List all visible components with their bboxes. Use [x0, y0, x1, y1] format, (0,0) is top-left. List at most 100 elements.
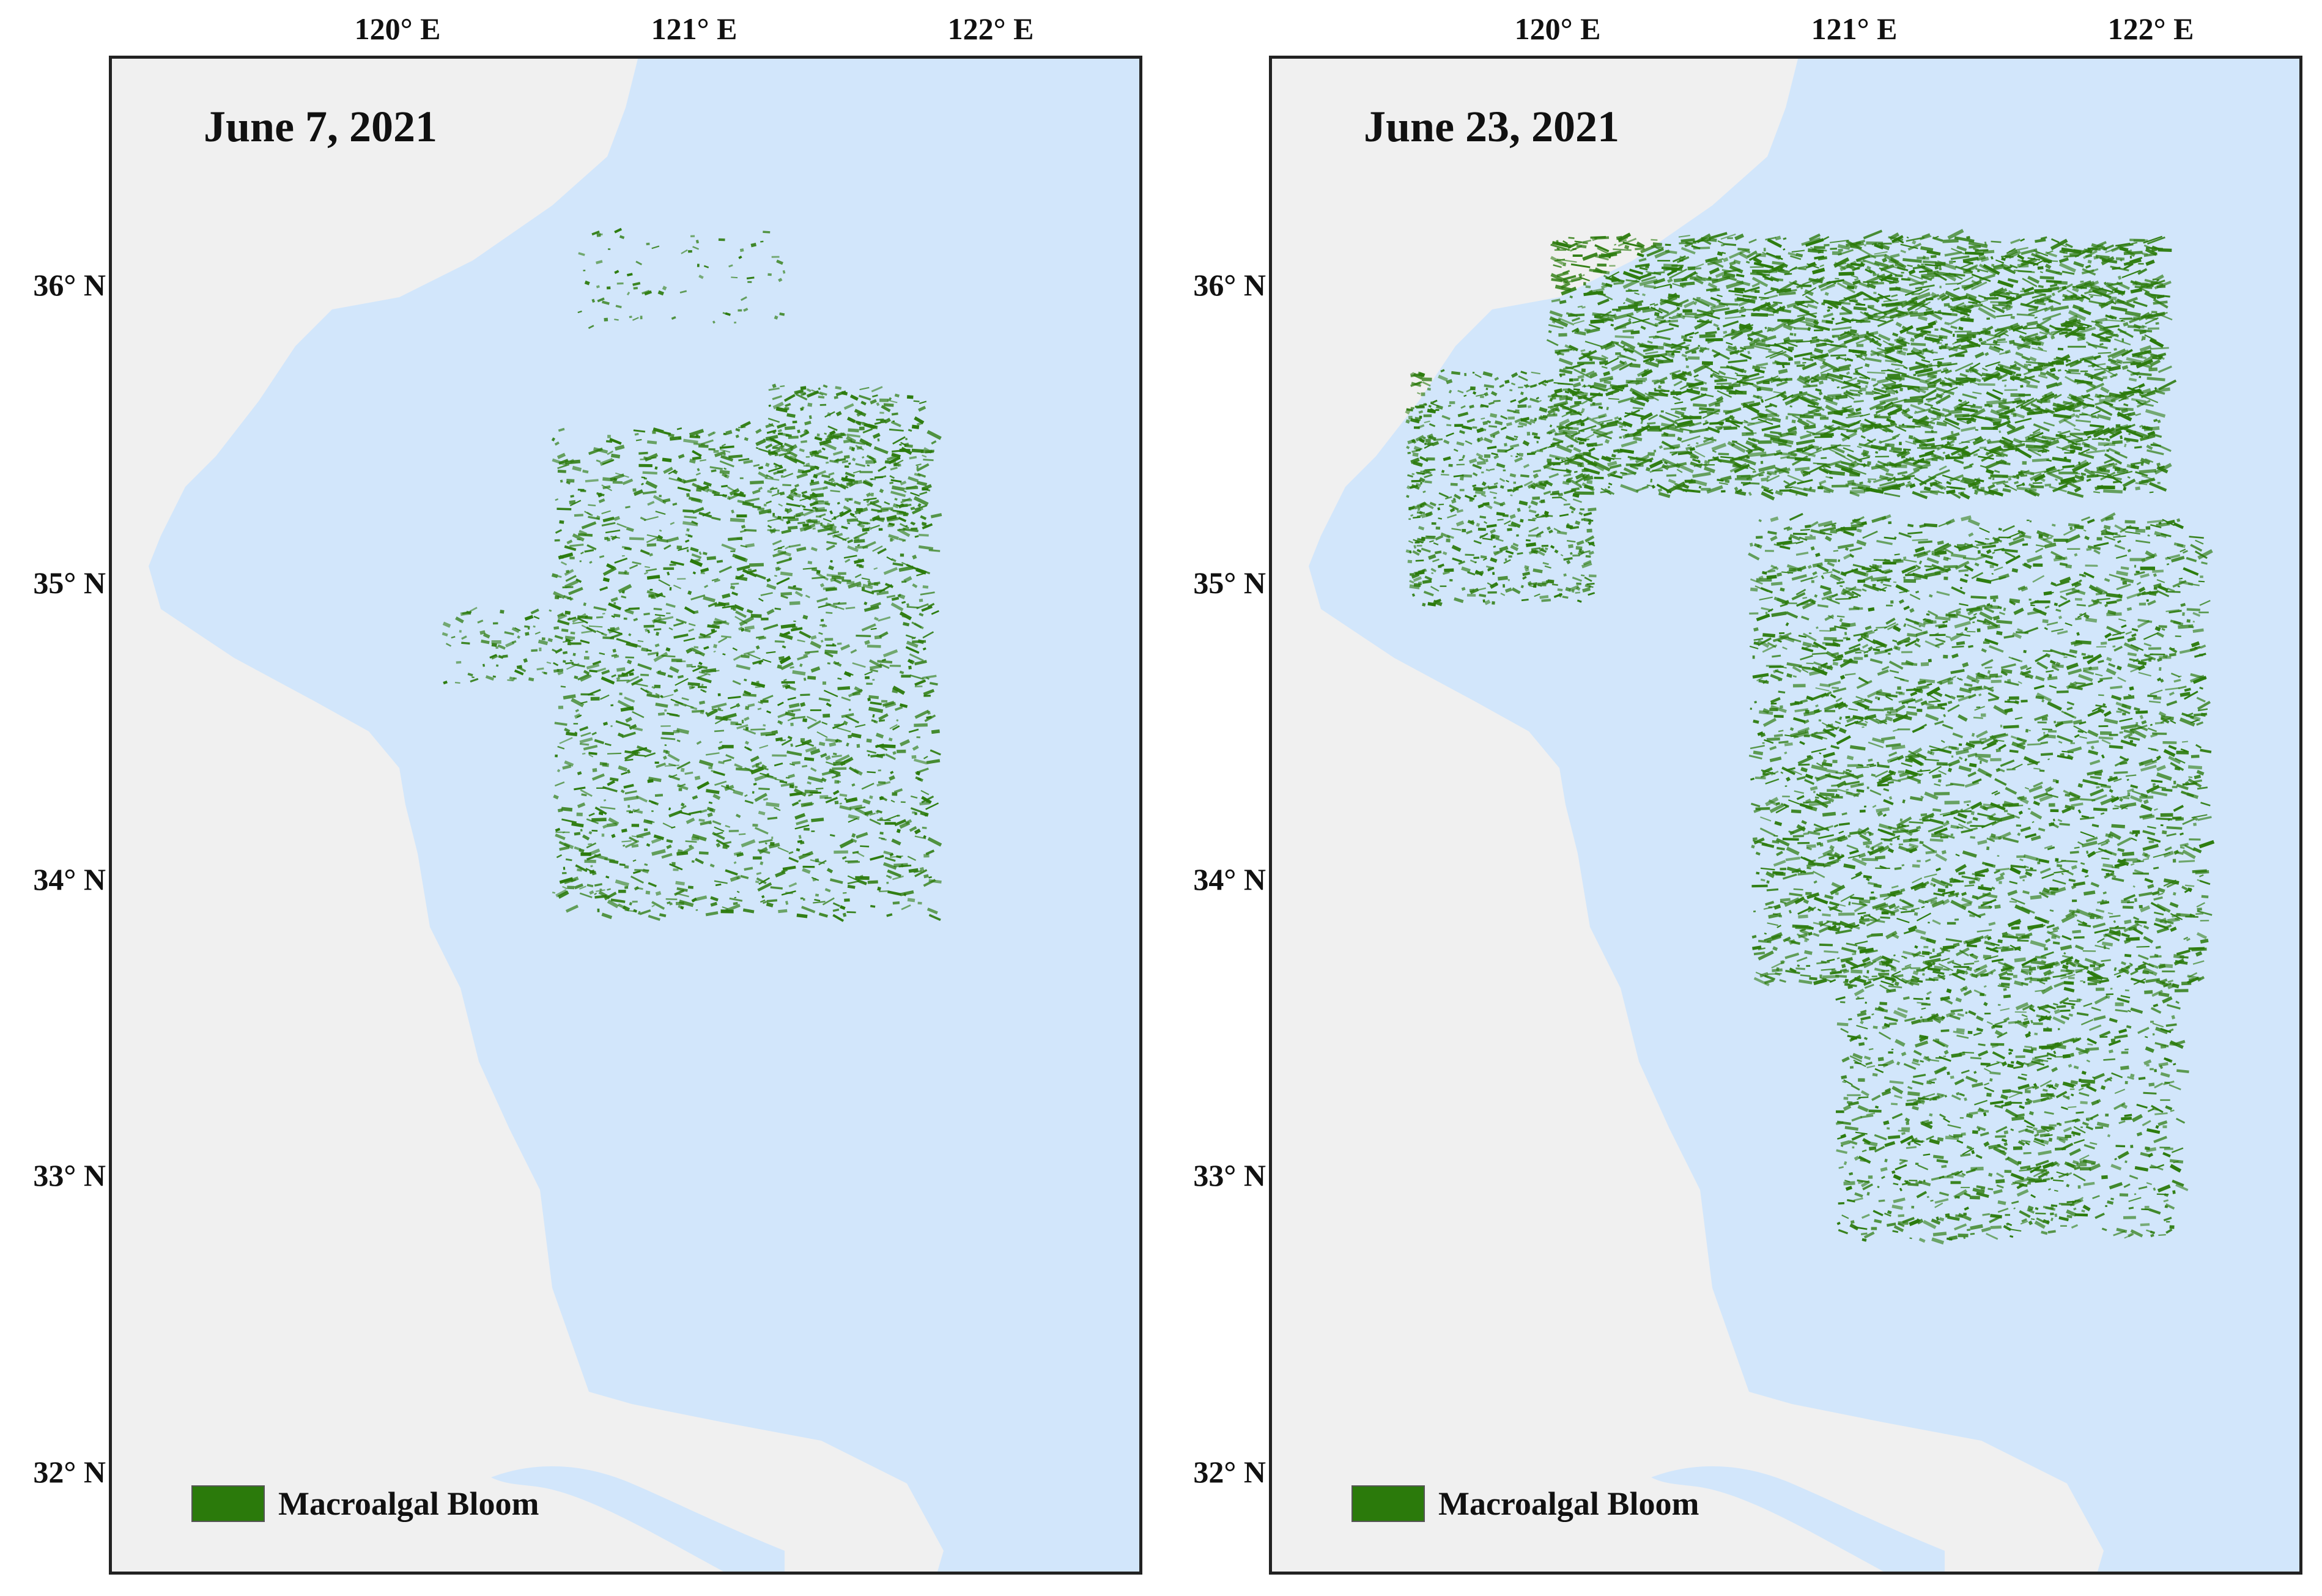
bloom-patch — [1654, 303, 1658, 306]
panel-date-title: June 7, 2021 — [204, 102, 438, 151]
bloom-patch — [867, 645, 881, 648]
bloom-patch — [639, 909, 651, 915]
bloom-patch — [719, 445, 734, 449]
bloom-patch — [1997, 338, 2006, 342]
bloom-patch — [922, 484, 932, 491]
bloom-patch — [891, 412, 898, 416]
bloom-patch — [2027, 367, 2043, 372]
bloom-patch — [1677, 437, 1682, 441]
bloom-patch — [825, 797, 838, 804]
bloom-patch — [498, 655, 504, 659]
bloom-patch — [553, 626, 560, 630]
bloom-patch — [569, 543, 584, 547]
bloom-patch — [774, 762, 783, 767]
bloom-patch — [874, 616, 879, 621]
bloom-patch — [640, 549, 650, 555]
bloom-patch — [911, 448, 924, 453]
bloom-patch — [844, 797, 847, 800]
bloom-patch — [1950, 255, 1970, 260]
bloom-patch — [899, 523, 909, 529]
bloom-patch — [793, 620, 796, 623]
bloom-patch — [1870, 350, 1890, 360]
bloom-patch — [856, 508, 863, 512]
bloom-patch — [703, 646, 709, 650]
bloom-patch — [1693, 301, 1698, 306]
bloom-patch — [574, 832, 581, 836]
bloom-patch — [1667, 278, 1673, 283]
bloom-patch — [594, 883, 603, 887]
bloom-patch — [845, 475, 848, 479]
bloom-patch — [900, 739, 911, 747]
bloom-patch — [667, 571, 670, 576]
bloom-patch — [760, 731, 772, 736]
bloom-patch — [2129, 256, 2132, 259]
bloom-patch — [653, 628, 662, 631]
bloom-patch — [683, 478, 697, 484]
bloom-patch — [892, 685, 906, 695]
bloom-patch — [534, 631, 541, 635]
bloom-patch — [2002, 488, 2011, 493]
bloom-patch — [1862, 449, 1869, 455]
bloom-patch — [2130, 461, 2145, 465]
bloom-patch — [708, 801, 713, 804]
bloom-patch — [775, 737, 783, 742]
bloom-patch — [758, 847, 768, 854]
bloom-patch — [1550, 273, 1569, 284]
bloom-patch — [613, 602, 616, 605]
bloom-patch — [660, 737, 676, 741]
bloom-patch — [1769, 350, 1787, 360]
bloom-patch — [579, 560, 582, 563]
bloom-patch — [2034, 290, 2047, 297]
bloom-patch — [910, 807, 922, 813]
bloom-patch — [867, 771, 876, 774]
lat-label-32: 32° N — [33, 1455, 106, 1489]
bloom-patch — [690, 594, 706, 600]
bloom-patch — [623, 796, 639, 801]
bloom-patch — [821, 447, 826, 451]
bloom-patch — [873, 446, 889, 454]
bloom-patch — [555, 827, 561, 832]
bloom-patch — [575, 578, 582, 583]
bloom-patch — [835, 386, 842, 390]
bloom-patch — [568, 616, 577, 621]
bloom-patch — [825, 755, 831, 761]
bloom-patch — [753, 464, 760, 467]
bloom-patch — [2030, 470, 2050, 475]
bloom-patch — [1961, 441, 1970, 443]
bloom-patch — [897, 749, 906, 753]
bloom-patch — [804, 757, 815, 761]
bloom-patch — [914, 835, 926, 840]
bloom-patch — [742, 569, 757, 578]
bloom-patch — [1821, 457, 1827, 459]
bloom-patch — [769, 437, 783, 446]
bloom-patch — [625, 506, 630, 509]
bloom-patch — [906, 605, 919, 608]
bloom-patch — [632, 870, 641, 874]
bloom-patch — [768, 423, 775, 427]
bloom-patch — [880, 796, 888, 802]
bloom-patch — [890, 467, 898, 471]
bloom-patch — [681, 479, 686, 484]
bloom-patch — [811, 876, 819, 881]
bloom-patch — [647, 501, 655, 506]
bloom-patch — [2015, 351, 2024, 357]
bloom-patch — [644, 566, 650, 568]
bloom-patch — [837, 501, 840, 505]
bloom-patch — [2123, 259, 2142, 266]
bloom-patch — [2146, 444, 2153, 450]
bloom-patch — [923, 689, 935, 696]
bloom-patch — [696, 741, 702, 745]
bloom-patch — [874, 421, 881, 425]
bloom-patch — [1770, 430, 1782, 435]
bloom-patch — [563, 651, 568, 655]
lon-label-122: 122° E — [947, 12, 1034, 46]
bloom-patch — [750, 242, 757, 248]
bloom-patch — [819, 404, 827, 406]
bloom-patch — [1914, 421, 1934, 430]
bloom-patch — [1556, 271, 1569, 278]
bloom-patch — [2077, 322, 2092, 328]
bloom-patch — [766, 899, 778, 903]
bloom-patch — [1718, 482, 1728, 486]
bloom-patch — [1627, 302, 1643, 308]
bloom-patch — [1775, 235, 1781, 241]
